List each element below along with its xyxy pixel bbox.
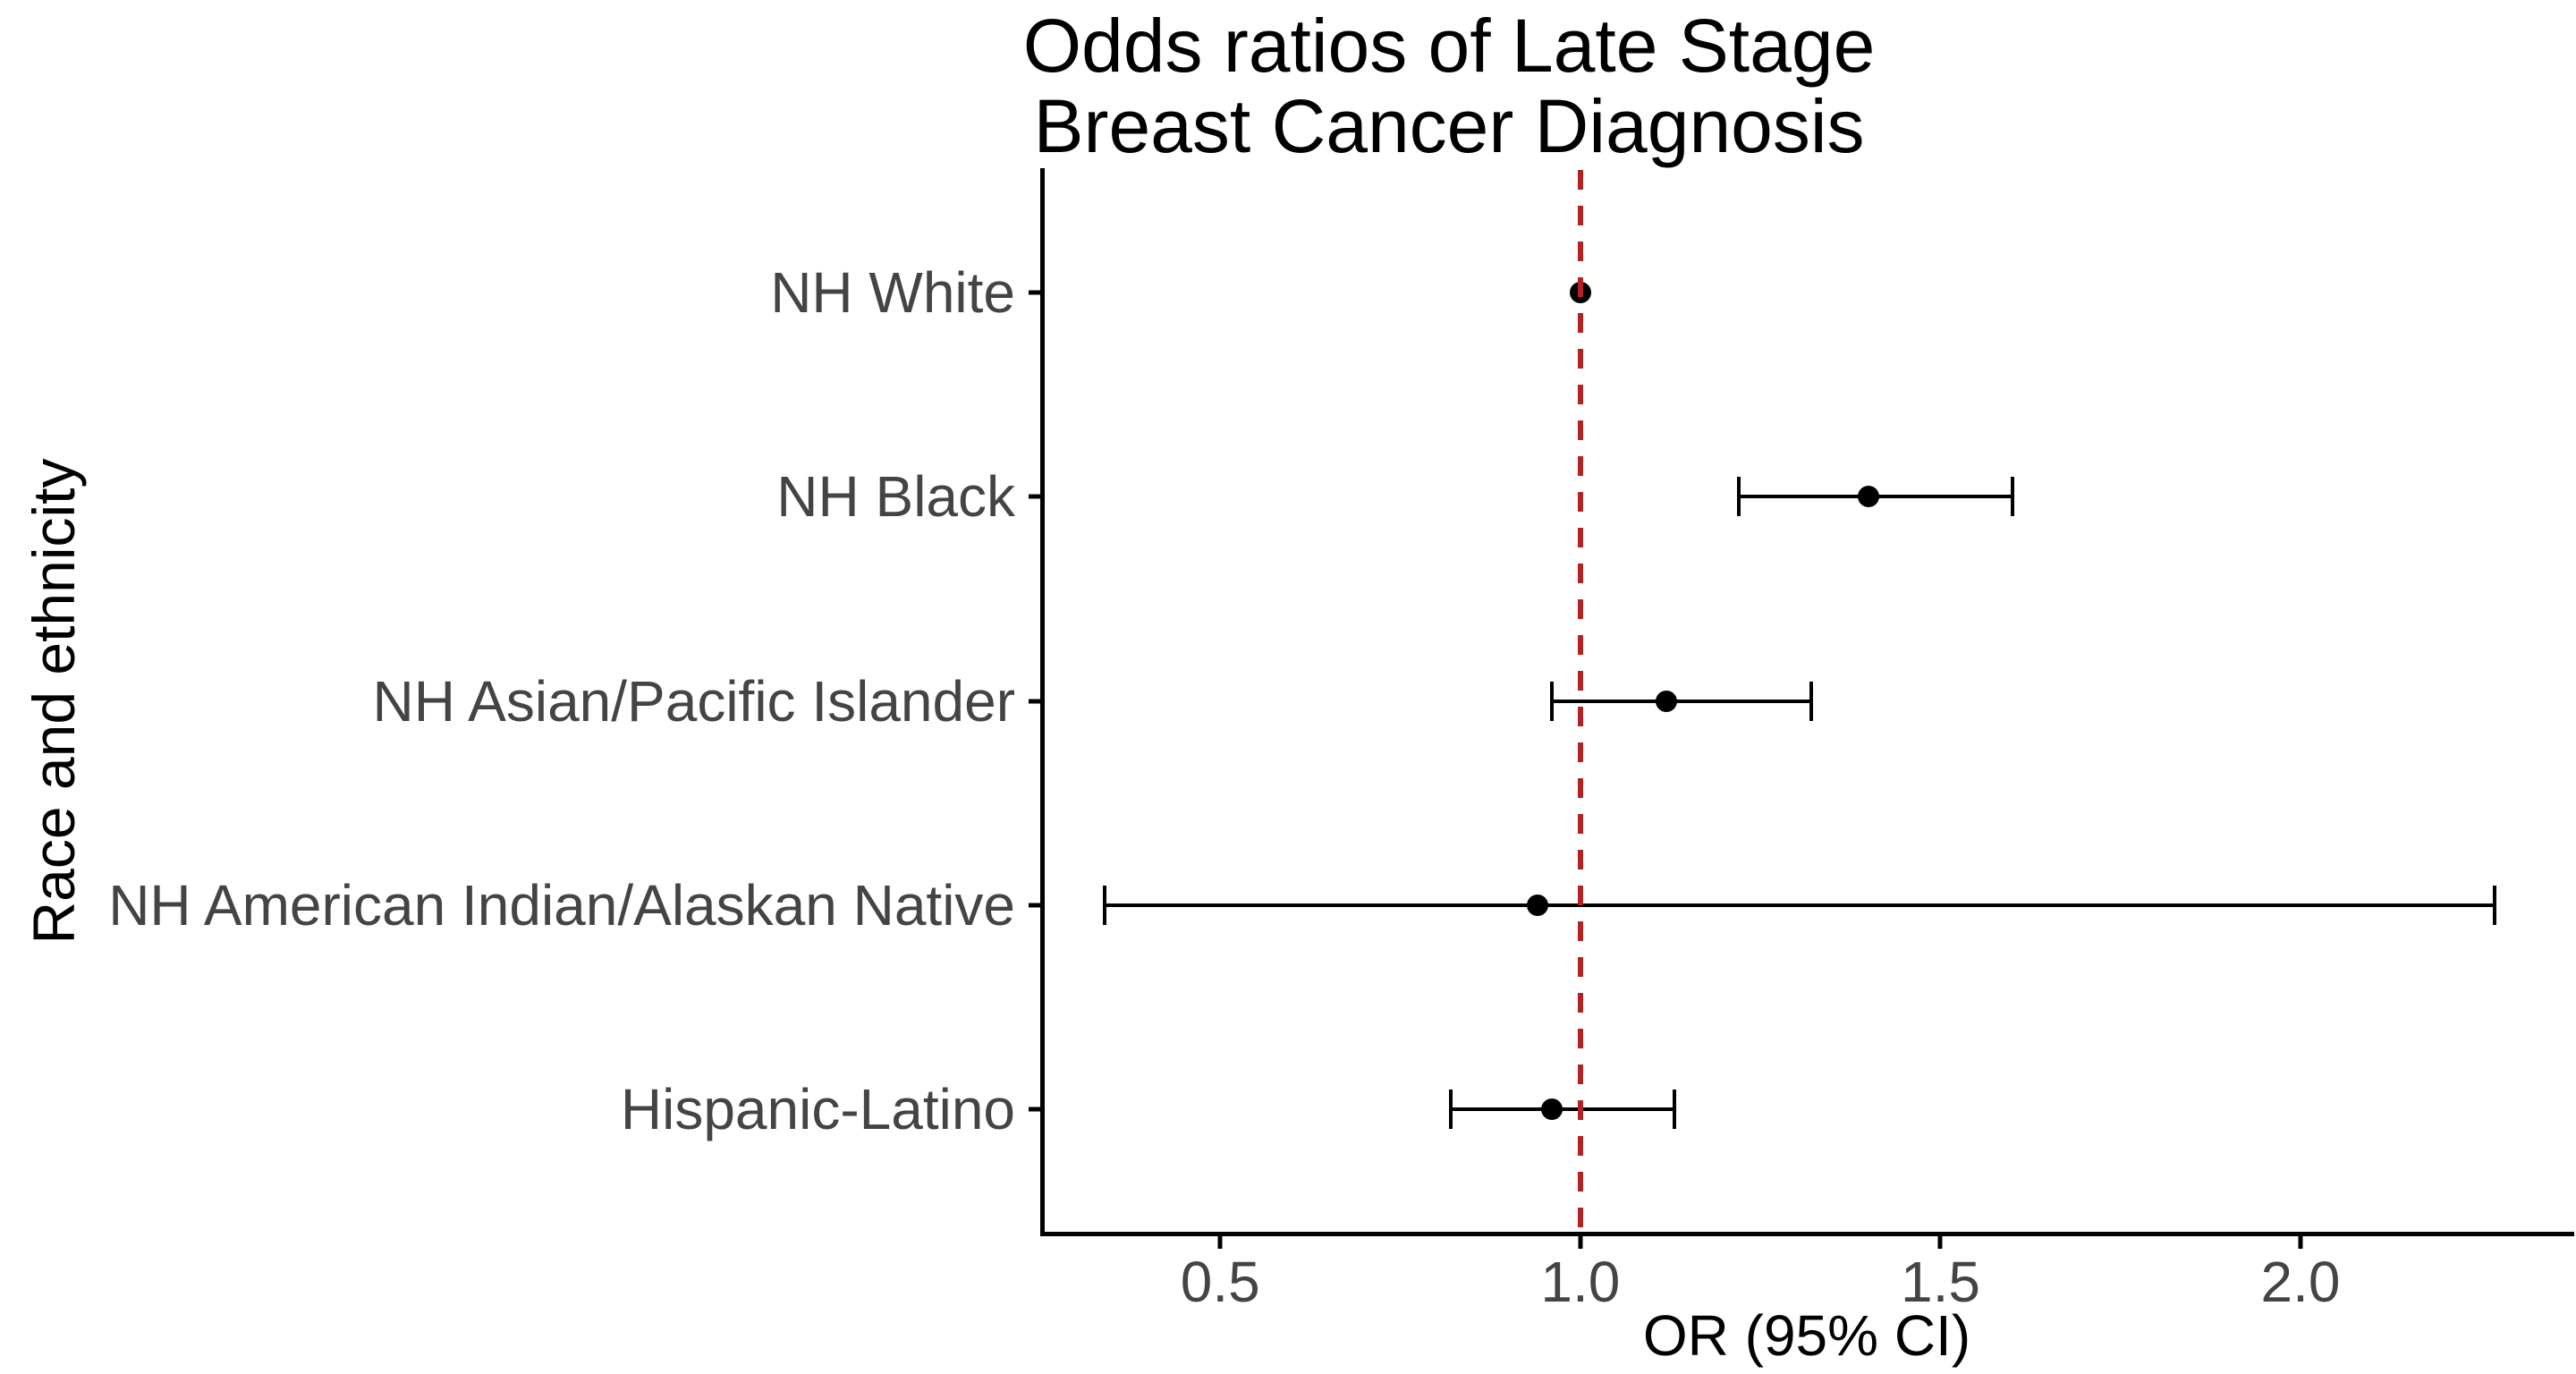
y-axis-title: Race and ethnicity	[21, 458, 87, 945]
y-axis-tick	[1029, 290, 1040, 295]
odds-ratio-point	[1540, 1098, 1563, 1121]
ci-error-bar	[1105, 903, 2496, 907]
ci-lower-cap	[1448, 1090, 1453, 1130]
category-label: NH American Indian/Alaskan Native	[108, 872, 1015, 937]
ci-upper-cap	[1672, 1090, 1676, 1130]
x-axis-tick	[1937, 1236, 1943, 1249]
chart-title: Odds ratios of Late Stage Breast Cancer …	[555, 5, 2343, 166]
x-tick-label: 1.0	[1540, 1250, 1621, 1314]
ci-error-bar	[1450, 1107, 1674, 1112]
x-tick-label: 1.5	[1900, 1250, 1980, 1314]
x-axis-line	[1040, 1232, 2574, 1236]
ci-lower-cap	[1103, 885, 1107, 925]
category-label: NH Black	[776, 464, 1015, 530]
x-axis-tick	[1217, 1236, 1223, 1249]
category-label: NH Asian/Pacific Islander	[372, 668, 1015, 734]
ci-upper-cap	[1809, 681, 1813, 721]
y-axis-tick	[1029, 494, 1040, 499]
x-axis-title: OR (95% CI)	[1642, 1303, 1971, 1368]
category-label: NH White	[770, 259, 1015, 325]
chart-title-line1: Odds ratios of Late Stage	[1022, 4, 1876, 88]
chart-title-line2: Breast Cancer Diagnosis	[1033, 84, 1865, 168]
category-label: Hispanic-Latino	[620, 1077, 1015, 1142]
reference-line-or-1	[1577, 170, 1583, 1232]
odds-ratio-point	[1526, 894, 1548, 916]
odds-ratio-point	[1857, 486, 1879, 508]
x-axis-tick	[1578, 1236, 1583, 1249]
odds-ratio-point	[1656, 690, 1678, 712]
ci-upper-cap	[2493, 885, 2497, 925]
x-axis-tick	[2298, 1236, 2303, 1249]
ci-lower-cap	[1737, 477, 1741, 517]
y-axis-line	[1040, 168, 1045, 1234]
ci-error-bar	[1551, 699, 1811, 703]
ci-lower-cap	[1549, 681, 1554, 721]
x-tick-label: 2.0	[2260, 1250, 2341, 1314]
y-axis-tick	[1029, 1107, 1040, 1112]
y-axis-tick	[1029, 699, 1040, 703]
y-axis-tick	[1029, 903, 1040, 908]
ci-upper-cap	[2010, 477, 2014, 517]
x-tick-label: 0.5	[1180, 1250, 1260, 1314]
